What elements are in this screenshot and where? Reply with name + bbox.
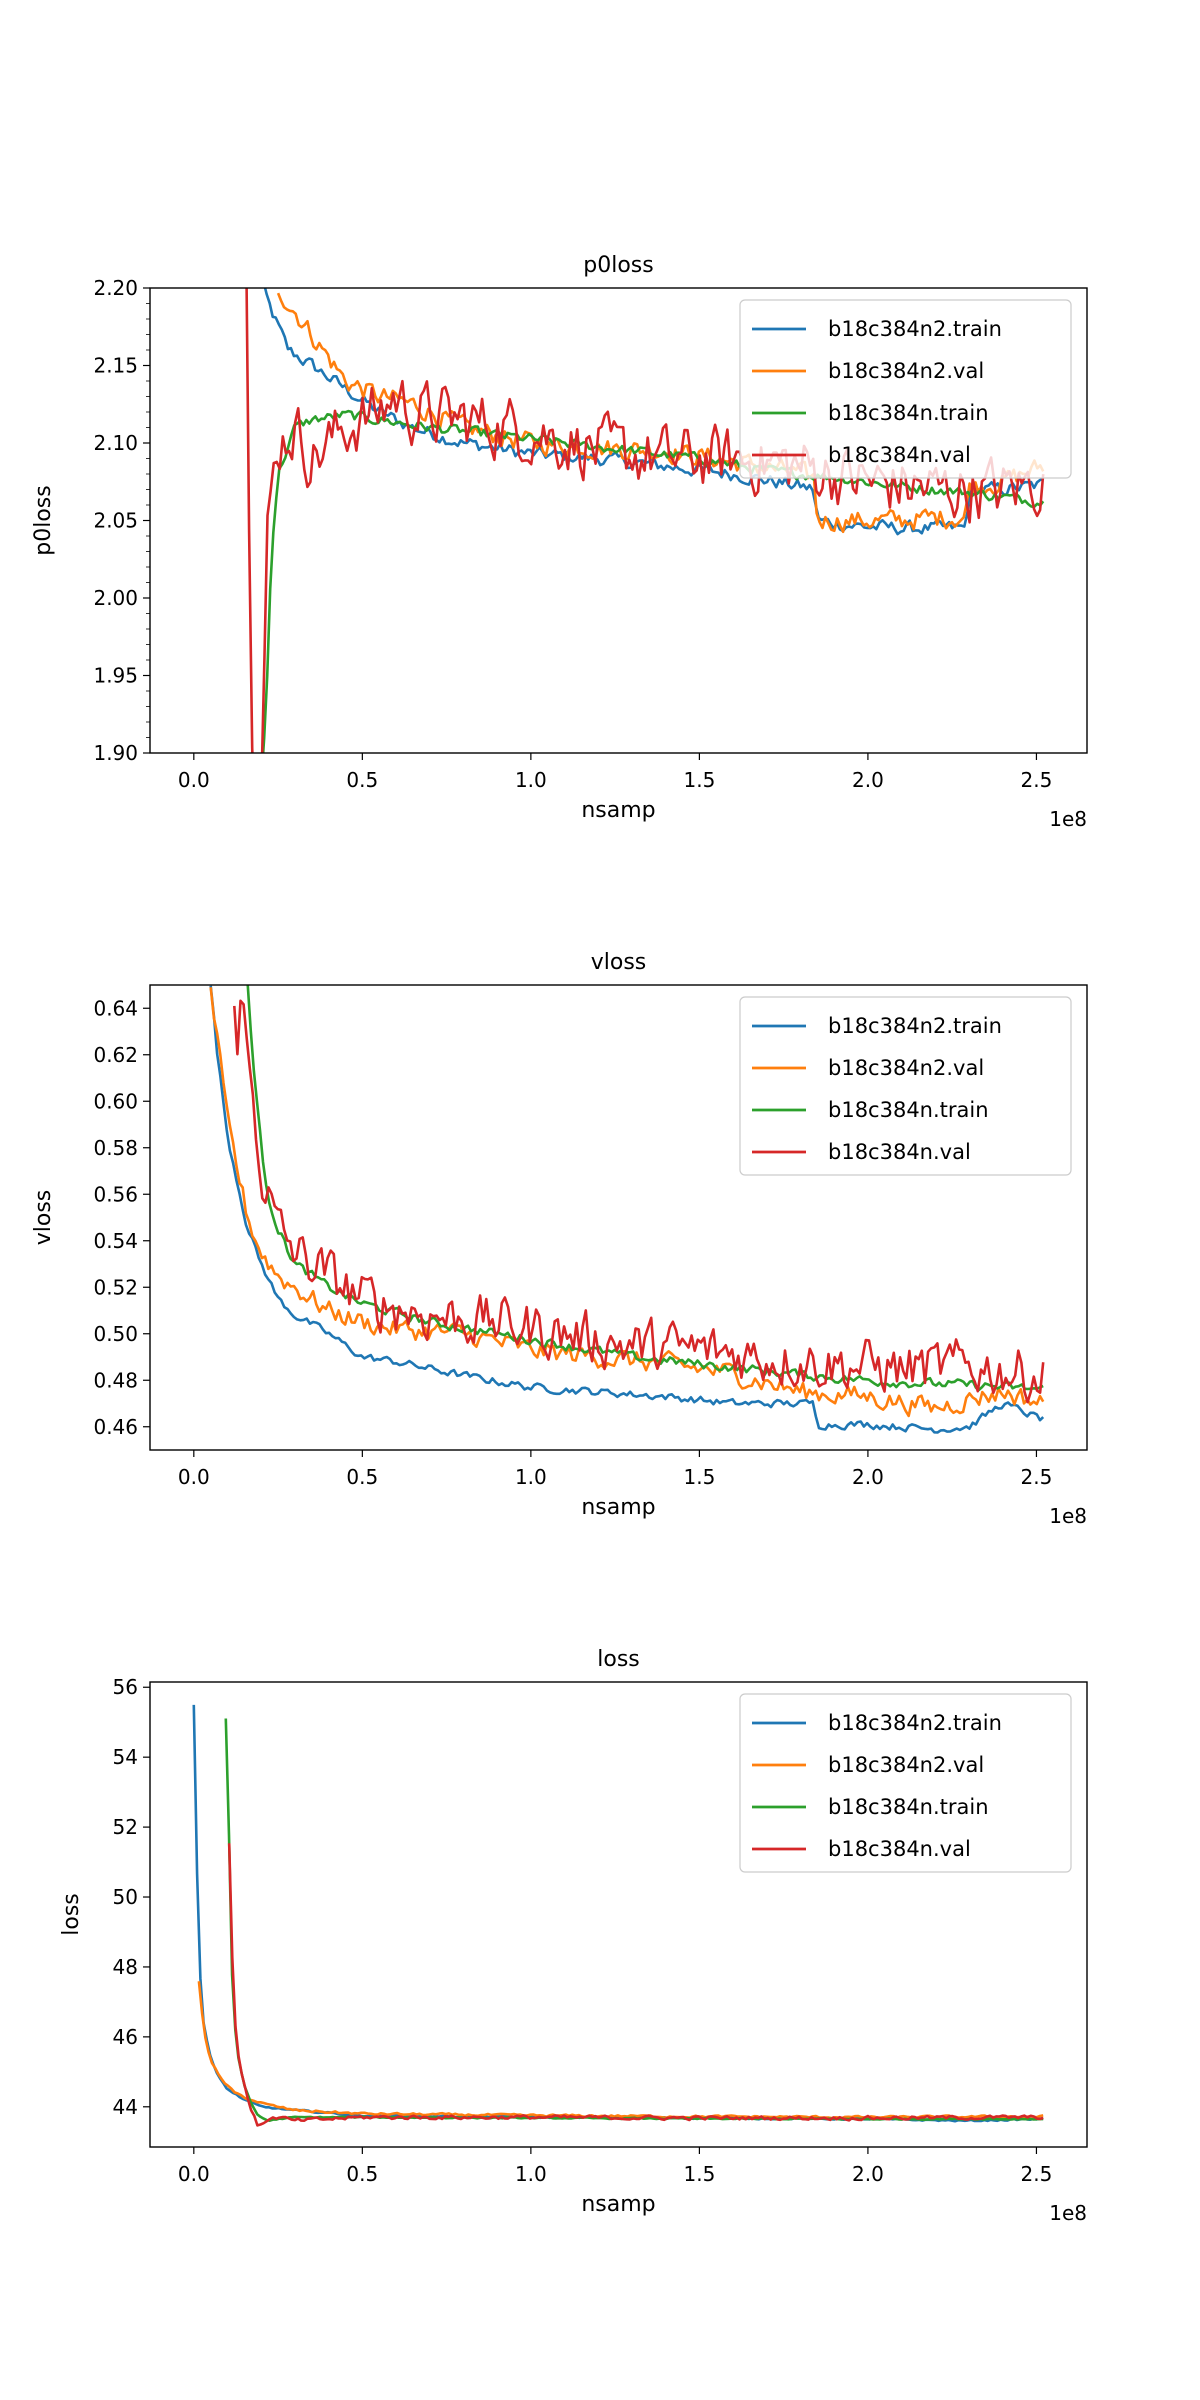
y-tick-label: 0.54 — [93, 1229, 138, 1253]
series-line-b18c384n.val — [233, 999, 1045, 1404]
y-tick-label: 0.50 — [93, 1322, 138, 1346]
y-tick-label: 0.60 — [93, 1089, 138, 1113]
series-line-b18c384n.val — [227, 1843, 1044, 2127]
x-offset-label: 1e8 — [1049, 807, 1087, 831]
x-tick-label: 1.5 — [683, 2162, 715, 2186]
series-group — [245, 288, 1045, 753]
y-tick-label: 2.05 — [93, 509, 138, 533]
x-tick-label: 0.0 — [178, 768, 210, 792]
y-tick-label: 44 — [113, 2095, 138, 2119]
y-tick-label: 2.15 — [93, 354, 138, 378]
y-tick-label: 54 — [113, 1745, 138, 1769]
legend-label: b18c384n.train — [828, 401, 989, 425]
x-tick-label: 0.5 — [346, 2162, 378, 2186]
chart-title: p0loss — [583, 253, 653, 278]
legend-label: b18c384n.val — [828, 443, 971, 467]
y-tick-label: 0.48 — [93, 1368, 138, 1392]
y-axis-label: vloss — [31, 1190, 56, 1246]
legend-label: b18c384n2.val — [828, 1056, 984, 1080]
x-tick-label: 2.0 — [852, 1465, 884, 1489]
legend-label: b18c384n.train — [828, 1098, 989, 1122]
series-line-b18c384n2.val — [197, 1981, 1044, 2120]
chart-title: loss — [597, 1647, 640, 1672]
y-tick-label: 0.56 — [93, 1182, 138, 1206]
y-tick-label: 0.62 — [93, 1043, 138, 1067]
legend-label: b18c384n2.train — [828, 1711, 1002, 1735]
series-group — [209, 985, 1045, 1434]
chart-panel-loss: 0.0 0.5 1.0 1.5 2.0 2.5 44 46 48 50 52 54 56 loss nsam… — [59, 1647, 1088, 2225]
y-tick-label: 52 — [113, 1815, 138, 1839]
chart-title: vloss — [591, 950, 647, 975]
legend-label: b18c384n.val — [828, 1837, 971, 1861]
y-axis-label: p0loss — [31, 485, 56, 555]
x-axis-label: nsamp — [581, 1495, 655, 1520]
y-tick-label: 0.52 — [93, 1275, 138, 1299]
legend-box — [739, 996, 1072, 1176]
series-group — [192, 1704, 1044, 2127]
x-tick-label: 2.5 — [1021, 768, 1053, 792]
x-tick-label: 2.5 — [1021, 2162, 1053, 2186]
x-tick-label: 0.0 — [178, 1465, 210, 1489]
series-line-b18c384n2.train — [209, 985, 1045, 1434]
x-tick-label: 1.0 — [515, 1465, 547, 1489]
x-offset-label: 1e8 — [1049, 1504, 1087, 1528]
y-tick-label: 2.00 — [93, 586, 138, 610]
legend: b18c384n2.train b18c384n2.val b18c384n.tra… — [739, 996, 1072, 1176]
x-tick-label: 0.0 — [178, 2162, 210, 2186]
legend: b18c384n2.train b18c384n2.val b18c384n.tra… — [739, 1693, 1072, 1873]
legend: b18c384n2.train b18c384n2.val b18c384n.tra… — [739, 299, 1072, 479]
series-line-b18c384n.train — [246, 985, 1044, 1392]
y-tick-label: 2.10 — [93, 431, 138, 455]
x-tick-label: 1.5 — [683, 1465, 715, 1489]
plot-frame — [149, 1681, 1088, 2148]
legend-label: b18c384n2.train — [828, 317, 1002, 341]
x-offset-label: 1e8 — [1049, 2201, 1087, 2225]
legend-label: b18c384n2.val — [828, 1753, 984, 1777]
x-tick-label: 0.5 — [346, 1465, 378, 1489]
y-tick-label: 0.46 — [93, 1415, 138, 1439]
legend-label: b18c384n.val — [828, 1140, 971, 1164]
x-tick-label: 0.5 — [346, 768, 378, 792]
y-tick-label: 1.95 — [93, 664, 138, 688]
y-tick-label: 56 — [113, 1675, 138, 1699]
legend-label: b18c384n2.train — [828, 1014, 1002, 1038]
y-tick-label: 0.58 — [93, 1136, 138, 1160]
y-tick-label: 0.64 — [93, 996, 138, 1020]
y-tick-label: 50 — [113, 1885, 138, 1909]
x-tick-label: 1.5 — [683, 768, 715, 792]
y-tick-label: 46 — [113, 2025, 138, 2049]
legend-box — [739, 1693, 1072, 1873]
x-tick-label: 1.0 — [515, 2162, 547, 2186]
x-tick-label: 2.5 — [1021, 1465, 1053, 1489]
y-tick-label: 1.90 — [93, 741, 138, 765]
y-axis-label: loss — [59, 1893, 84, 1936]
x-tick-label: 2.0 — [852, 2162, 884, 2186]
x-tick-label: 1.0 — [515, 768, 547, 792]
legend-label: b18c384n2.val — [828, 359, 984, 383]
legend-box — [739, 299, 1072, 479]
x-axis-label: nsamp — [581, 798, 655, 823]
y-tick-label: 48 — [113, 1955, 138, 1979]
series-line-b18c384n.val — [245, 288, 1045, 753]
x-axis-label: nsamp — [581, 2192, 655, 2217]
chart-panel-vloss: 0.0 0.5 1.0 1.5 2.0 2.5 0.46 0.48 0.50 0.52 0.54 0.… — [31, 950, 1088, 1528]
chart-panel-p0loss: 0.0 0.5 1.0 1.5 2.0 2.5 1.90 1.95 2.00 2.05 2.10 2.… — [31, 253, 1088, 831]
y-tick-label: 2.20 — [93, 276, 138, 300]
legend-label: b18c384n.train — [828, 1795, 989, 1819]
plot-frame — [149, 984, 1088, 1451]
x-tick-label: 2.0 — [852, 768, 884, 792]
